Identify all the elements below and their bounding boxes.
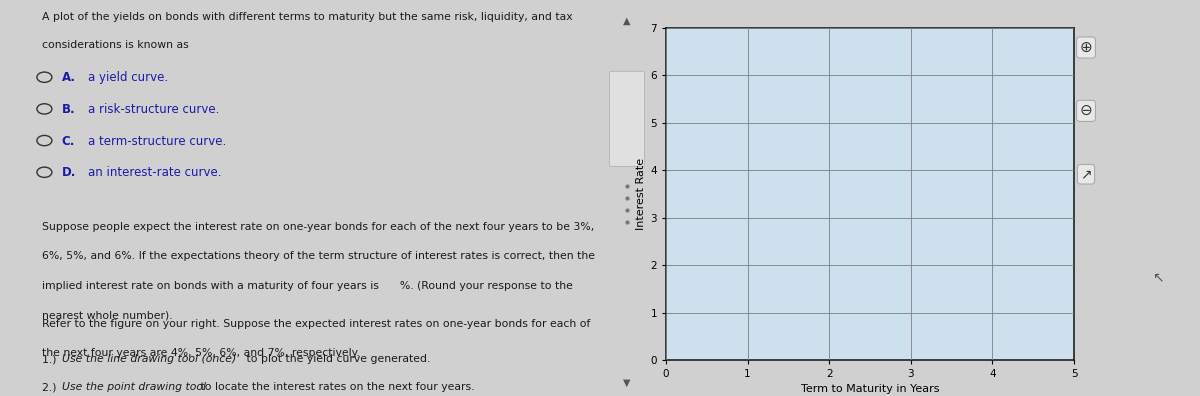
Text: ▲: ▲ <box>623 16 631 26</box>
Text: to locate the interest rates on the next four years.: to locate the interest rates on the next… <box>197 382 474 392</box>
Text: a term-structure curve.: a term-structure curve. <box>88 135 226 148</box>
Text: ↖: ↖ <box>1152 270 1164 284</box>
Text: 6%, 5%, and 6%. If the expectations theory of the term structure of interest rat: 6%, 5%, and 6%. If the expectations theo… <box>42 251 594 261</box>
Text: A plot of the yields on bonds with different terms to maturity but the same risk: A plot of the yields on bonds with diffe… <box>42 12 572 22</box>
FancyBboxPatch shape <box>610 71 644 166</box>
Text: considerations is known as: considerations is known as <box>42 40 188 50</box>
Text: Suppose people expect the interest rate on one-year bonds for each of the next f: Suppose people expect the interest rate … <box>42 222 594 232</box>
Text: 2.): 2.) <box>42 382 60 392</box>
Text: ⊖: ⊖ <box>1080 103 1092 118</box>
Text: D.: D. <box>61 166 76 179</box>
Text: B.: B. <box>61 103 76 116</box>
Text: an interest-rate curve.: an interest-rate curve. <box>88 166 221 179</box>
X-axis label: Term to Maturity in Years: Term to Maturity in Years <box>800 384 940 394</box>
Text: ⊕: ⊕ <box>1080 40 1092 55</box>
Text: a risk-structure curve.: a risk-structure curve. <box>88 103 218 116</box>
Text: ↗: ↗ <box>1080 167 1092 181</box>
Text: A.: A. <box>61 71 76 84</box>
Text: 1.): 1.) <box>42 354 60 364</box>
Text: C.: C. <box>61 135 76 148</box>
Text: to plot the yield curve generated.: to plot the yield curve generated. <box>244 354 431 364</box>
Text: Use the line drawing tool (once): Use the line drawing tool (once) <box>61 354 236 364</box>
Y-axis label: Interest Rate: Interest Rate <box>636 158 646 230</box>
Text: a yield curve.: a yield curve. <box>88 71 168 84</box>
Text: Refer to the figure on your right. Suppose the expected interest rates on one-ye: Refer to the figure on your right. Suppo… <box>42 319 590 329</box>
Text: implied interest rate on bonds with a maturity of four years is      %. (Round y: implied interest rate on bonds with a ma… <box>42 281 572 291</box>
Text: Use the point drawing tool: Use the point drawing tool <box>61 382 205 392</box>
Text: nearest whole number).: nearest whole number). <box>42 311 172 321</box>
Text: ▼: ▼ <box>623 378 631 388</box>
Text: the next four years are 4%, 5%, 6%, and 7%, respectively.: the next four years are 4%, 5%, 6%, and … <box>42 348 359 358</box>
